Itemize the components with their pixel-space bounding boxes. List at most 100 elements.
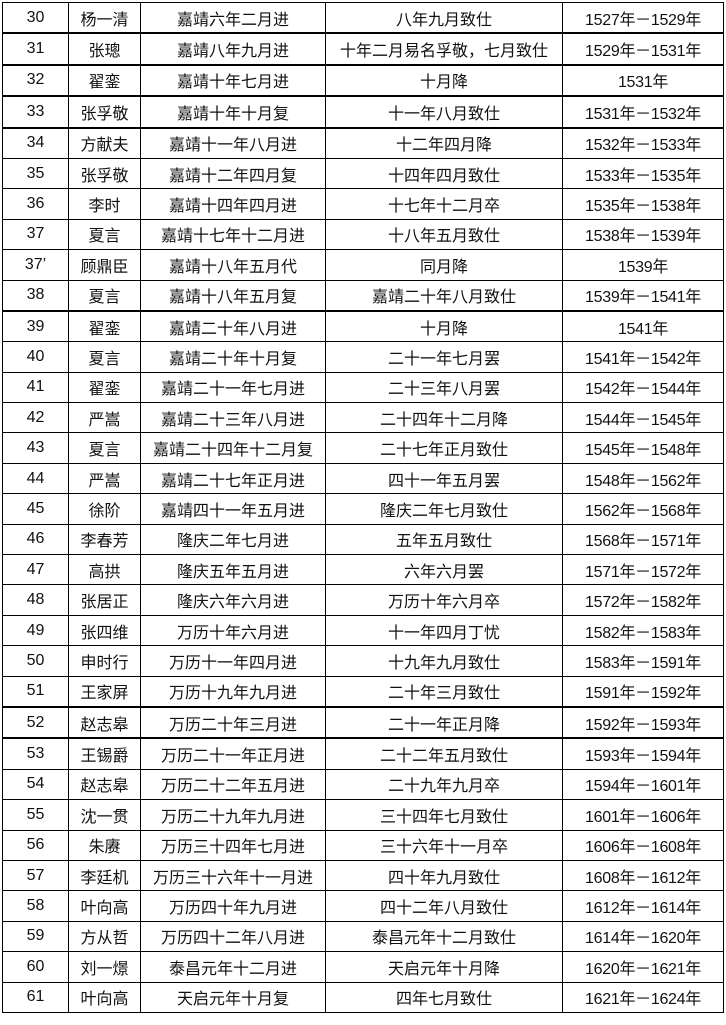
cell-departed: 二十三年八月罢 bbox=[325, 371, 563, 404]
cell-row-number: 53 bbox=[2, 737, 69, 770]
cell-years: 1571年－1572年 bbox=[562, 554, 724, 586]
cell-row-number: 48 bbox=[2, 584, 69, 616]
cell-name: 翟銮 bbox=[68, 371, 141, 404]
cell-row-number: 51 bbox=[2, 675, 69, 708]
table-row: 48 张居正 隆庆六年六月进 万历十年六月卒 1572年－1582年 bbox=[2, 584, 724, 616]
cell-row-number: 45 bbox=[2, 493, 69, 525]
cell-row-number: 56 bbox=[2, 829, 69, 861]
cell-departed: 嘉靖二十年八月致仕 bbox=[325, 279, 563, 312]
cell-departed: 十一年四月丁忧 bbox=[325, 614, 563, 647]
table-row: 52 赵志皋 万历二十年三月进 二十一年正月降 1592年－1593年 bbox=[2, 706, 724, 740]
cell-appointed: 万历二十九年九月进 bbox=[140, 799, 326, 831]
table-row: 58 叶向高 万历四十年九月进 四十二年八月致仕 1612年－1614年 bbox=[2, 890, 724, 922]
cell-departed: 二十九年九月卒 bbox=[325, 768, 563, 801]
cell-row-number: 32 bbox=[2, 64, 69, 98]
cell-row-number: 37 bbox=[2, 218, 69, 251]
cell-departed: 十四年四月致仕 bbox=[325, 157, 563, 190]
cell-name: 严嵩 bbox=[68, 402, 141, 434]
cell-name: 夏言 bbox=[68, 218, 141, 251]
cell-years: 1601年－1606年 bbox=[562, 799, 724, 831]
cell-row-number: 61 bbox=[2, 981, 69, 1013]
cell-appointed: 嘉靖十一年八月进 bbox=[140, 127, 326, 159]
cell-row-number: 50 bbox=[2, 645, 69, 677]
cell-appointed: 隆庆二年七月进 bbox=[140, 523, 326, 556]
table-row: 56 朱赓 万历三十四年七月进 三十六年十一月卒 1606年－1608年 bbox=[2, 829, 724, 861]
cell-appointed: 嘉靖八年九月进 bbox=[140, 32, 326, 66]
cell-appointed: 隆庆五年五月进 bbox=[140, 554, 326, 586]
cell-departed: 三十四年七月致仕 bbox=[325, 799, 563, 831]
cell-name: 徐阶 bbox=[68, 493, 141, 525]
table-row: 59 方从哲 万历四十二年八月进 泰昌元年十二月致仕 1614年－1620年 bbox=[2, 920, 724, 953]
cell-name: 叶向高 bbox=[68, 981, 141, 1013]
table-row: 42 严嵩 嘉靖二十三年八月进 二十四年十二月降 1544年－1545年 bbox=[2, 402, 724, 434]
cell-name: 李时 bbox=[68, 188, 141, 220]
cell-years: 1614年－1620年 bbox=[562, 920, 724, 953]
cell-departed: 泰昌元年十二月致仕 bbox=[325, 920, 563, 953]
cell-appointed: 嘉靖二十三年八月进 bbox=[140, 402, 326, 434]
cell-row-number: 41 bbox=[2, 371, 69, 404]
cell-name: 赵志皋 bbox=[68, 706, 141, 740]
cell-name: 赵志皋 bbox=[68, 768, 141, 801]
table-row: 37 夏言 嘉靖十七年十二月进 十八年五月致仕 1538年－1539年 bbox=[2, 218, 724, 251]
cell-row-number: 30 bbox=[2, 2, 69, 35]
cell-years: 1538年－1539年 bbox=[562, 218, 724, 251]
cell-departed: 十月降 bbox=[325, 64, 563, 98]
cell-appointed: 嘉靖十四年四月进 bbox=[140, 188, 326, 220]
cell-departed: 二十四年十二月降 bbox=[325, 402, 563, 434]
table-row: 50 申时行 万历十一年四月进 十九年九月致仕 1583年－1591年 bbox=[2, 645, 724, 677]
cell-years: 1532年－1533年 bbox=[562, 127, 724, 159]
cell-departed: 天启元年十月降 bbox=[325, 951, 563, 983]
table-row: 55 沈一贯 万历二十九年九月进 三十四年七月致仕 1601年－1606年 bbox=[2, 799, 724, 831]
cell-departed: 六年六月罢 bbox=[325, 554, 563, 586]
cell-name: 夏言 bbox=[68, 279, 141, 312]
cell-row-number: 59 bbox=[2, 920, 69, 953]
table-row: 31 张璁 嘉靖八年九月进 十年二月易名孚敬，七月致仕 1529年－1531年 bbox=[2, 32, 724, 66]
cell-years: 1533年－1535年 bbox=[562, 157, 724, 190]
cell-years: 1592年－1593年 bbox=[562, 706, 724, 740]
cell-name: 张孚敬 bbox=[68, 157, 141, 190]
cell-appointed: 嘉靖二十七年正月进 bbox=[140, 462, 326, 495]
cell-years: 1531年－1532年 bbox=[562, 95, 724, 129]
cell-departed: 四十二年八月致仕 bbox=[325, 890, 563, 922]
cell-departed: 八年九月致仕 bbox=[325, 2, 563, 35]
cell-name: 张孚敬 bbox=[68, 95, 141, 129]
cell-years: 1583年－1591年 bbox=[562, 645, 724, 677]
cell-departed: 二十一年正月降 bbox=[325, 706, 563, 740]
cell-row-number: 42 bbox=[2, 402, 69, 434]
cell-years: 1542年－1544年 bbox=[562, 371, 724, 404]
cell-row-number: 58 bbox=[2, 890, 69, 922]
cell-appointed: 嘉靖二十年八月进 bbox=[140, 310, 326, 343]
cell-departed: 十年二月易名孚敬，七月致仕 bbox=[325, 32, 563, 66]
cell-years: 1606年－1608年 bbox=[562, 829, 724, 861]
cell-years: 1548年－1562年 bbox=[562, 462, 724, 495]
cell-appointed: 万历四十年九月进 bbox=[140, 890, 326, 922]
cell-departed: 二十年三月致仕 bbox=[325, 675, 563, 708]
table-row: 35 张孚敬 嘉靖十二年四月复 十四年四月致仕 1533年－1535年 bbox=[2, 157, 724, 190]
table-row: 49 张四维 万历十年六月进 十一年四月丁忧 1582年－1583年 bbox=[2, 614, 724, 647]
cell-name: 刘一燝 bbox=[68, 951, 141, 983]
cell-departed: 十一年八月致仕 bbox=[325, 95, 563, 129]
cell-row-number: 37’ bbox=[2, 249, 69, 281]
cell-departed: 二十七年正月致仕 bbox=[325, 432, 563, 464]
cell-name: 高拱 bbox=[68, 554, 141, 586]
cell-appointed: 万历三十六年十一月进 bbox=[140, 859, 326, 892]
cell-appointed: 嘉靖十年七月进 bbox=[140, 64, 326, 98]
cell-appointed: 万历二十一年正月进 bbox=[140, 737, 326, 770]
table-row: 60 刘一燝 泰昌元年十二月进 天启元年十月降 1620年－1621年 bbox=[2, 951, 724, 983]
cell-row-number: 47 bbox=[2, 554, 69, 586]
cell-appointed: 万历十九年九月进 bbox=[140, 675, 326, 708]
table-row: 53 王锡爵 万历二十一年正月进 二十二年五月致仕 1593年－1594年 bbox=[2, 737, 724, 770]
table-row: 51 王家屏 万历十九年九月进 二十年三月致仕 1591年－1592年 bbox=[2, 675, 724, 708]
cell-appointed: 嘉靖二十年十月复 bbox=[140, 341, 326, 373]
cell-departed: 万历十年六月卒 bbox=[325, 584, 563, 616]
cell-name: 夏言 bbox=[68, 341, 141, 373]
cell-years: 1545年－1548年 bbox=[562, 432, 724, 464]
cell-years: 1535年－1538年 bbox=[562, 188, 724, 220]
cell-years: 1572年－1582年 bbox=[562, 584, 724, 616]
cell-departed: 十月降 bbox=[325, 310, 563, 343]
cell-years: 1612年－1614年 bbox=[562, 890, 724, 922]
cell-years: 1562年－1568年 bbox=[562, 493, 724, 525]
cell-row-number: 57 bbox=[2, 859, 69, 892]
cell-name: 顾鼎臣 bbox=[68, 249, 141, 281]
